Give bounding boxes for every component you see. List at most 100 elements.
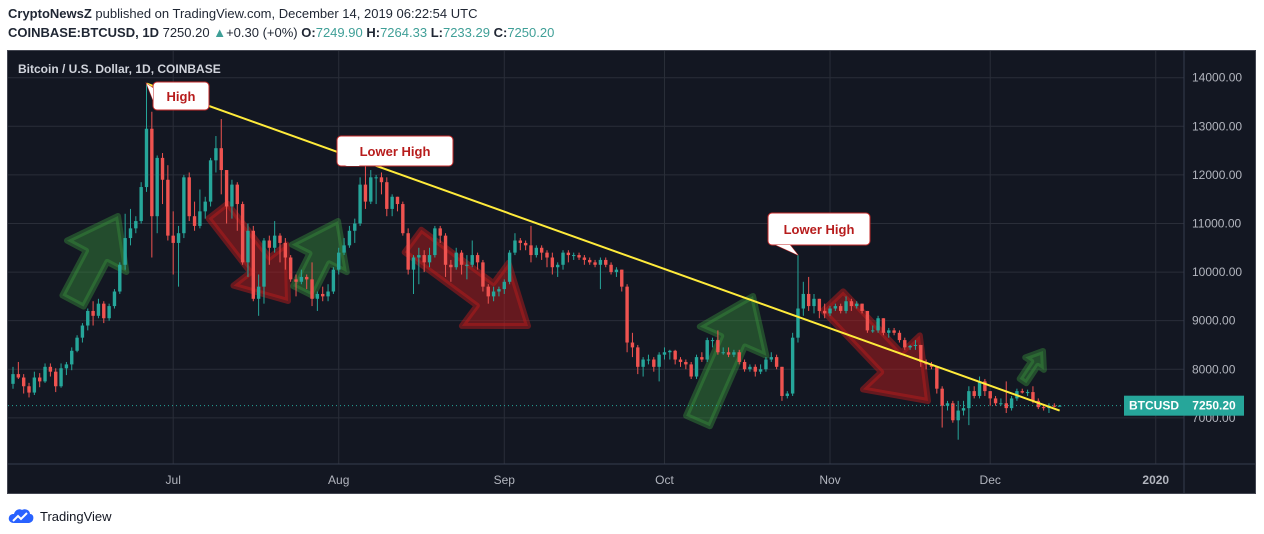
candle[interactable] (203, 196, 207, 219)
candle[interactable] (224, 170, 229, 224)
candle[interactable] (689, 361, 693, 379)
candle[interactable] (443, 233, 448, 277)
chart-panel[interactable]: High Lower High Lower High Bitcoin / U.S. … (7, 50, 1256, 494)
candle[interactable] (96, 298, 101, 319)
candle[interactable] (684, 359, 688, 370)
candle[interactable] (774, 354, 779, 370)
candle[interactable] (16, 361, 21, 379)
symbol-label[interactable]: COINBASE:BTCUSD, 1D (8, 25, 159, 40)
candle[interactable] (379, 172, 384, 195)
candle[interactable] (513, 233, 517, 256)
candle[interactable] (566, 250, 571, 263)
price-chart[interactable]: High Lower High Lower High Bitcoin / U.S. … (8, 51, 1255, 493)
candle[interactable] (550, 252, 555, 275)
candle[interactable] (764, 357, 768, 372)
candle[interactable] (48, 363, 53, 377)
candle[interactable] (395, 196, 400, 212)
candle[interactable] (321, 286, 325, 302)
callout[interactable]: Lower High (767, 212, 871, 256)
candle[interactable] (486, 284, 490, 304)
candle[interactable] (401, 201, 405, 236)
candle[interactable] (192, 201, 197, 231)
candle[interactable] (710, 337, 715, 348)
candle[interactable] (908, 344, 912, 350)
candle[interactable] (614, 267, 619, 277)
candle[interactable] (732, 349, 736, 358)
candle[interactable] (972, 386, 976, 399)
candle[interactable] (1052, 403, 1056, 408)
candle[interactable] (59, 363, 63, 388)
candle[interactable] (620, 269, 624, 292)
candle[interactable] (534, 245, 539, 258)
candle[interactable] (390, 194, 394, 217)
candle[interactable] (919, 344, 923, 367)
candle[interactable] (1004, 381, 1008, 413)
candle[interactable] (176, 225, 181, 287)
candle[interactable] (417, 247, 421, 285)
candle[interactable] (604, 257, 608, 268)
candle[interactable] (150, 111, 154, 258)
candle[interactable] (598, 257, 603, 290)
candle[interactable] (182, 174, 186, 239)
candle[interactable] (1009, 395, 1014, 411)
candle[interactable] (278, 233, 282, 263)
candle[interactable] (721, 347, 725, 355)
candle[interactable] (470, 240, 474, 268)
candle[interactable] (305, 274, 309, 290)
candle[interactable] (118, 262, 122, 294)
candle[interactable] (887, 327, 891, 338)
candle[interactable] (737, 349, 741, 365)
publisher-name[interactable]: CryptoNewsZ (8, 6, 92, 21)
candle[interactable] (272, 221, 277, 253)
candle[interactable] (742, 359, 747, 372)
candle[interactable] (999, 398, 1003, 406)
candle[interactable] (817, 298, 822, 319)
candle[interactable] (956, 400, 960, 440)
candle[interactable] (865, 310, 870, 333)
candle[interactable] (347, 225, 352, 248)
candle[interactable] (43, 363, 47, 383)
candle[interactable] (646, 354, 651, 365)
candle[interactable] (288, 255, 293, 282)
candle[interactable] (769, 352, 773, 362)
candle[interactable] (134, 216, 138, 234)
candle[interactable] (310, 262, 314, 307)
candle[interactable] (588, 257, 592, 265)
candle[interactable] (80, 323, 85, 343)
candle[interactable] (230, 179, 234, 219)
candle[interactable] (871, 325, 875, 333)
candle[interactable] (523, 240, 528, 251)
candle[interactable] (993, 395, 998, 406)
candle[interactable] (529, 225, 533, 263)
candle[interactable] (299, 269, 304, 285)
candle[interactable] (438, 225, 442, 243)
candle[interactable] (86, 308, 90, 331)
candle[interactable] (326, 284, 330, 302)
candle[interactable] (166, 165, 170, 241)
candle[interactable] (112, 289, 117, 309)
candle[interactable] (796, 255, 800, 343)
candle[interactable] (657, 352, 661, 382)
candle[interactable] (422, 250, 426, 273)
candle[interactable] (107, 303, 111, 321)
candle[interactable] (411, 255, 416, 294)
candle[interactable] (844, 296, 848, 314)
candle[interactable] (465, 255, 469, 280)
candle[interactable] (331, 267, 336, 294)
candle[interactable] (839, 303, 843, 314)
candle[interactable] (481, 259, 485, 292)
candle[interactable] (406, 228, 410, 275)
candle[interactable] (555, 262, 560, 277)
candle[interactable] (262, 238, 266, 304)
candle[interactable] (636, 344, 640, 375)
candle[interactable] (716, 330, 720, 355)
candle[interactable] (214, 136, 218, 173)
candle[interactable] (358, 177, 362, 226)
candle[interactable] (726, 347, 731, 358)
candle[interactable] (283, 238, 288, 270)
candle[interactable] (11, 366, 15, 389)
candle[interactable] (267, 235, 272, 265)
candle[interactable] (91, 301, 95, 326)
candle[interactable] (139, 182, 143, 224)
candle[interactable] (208, 157, 213, 207)
